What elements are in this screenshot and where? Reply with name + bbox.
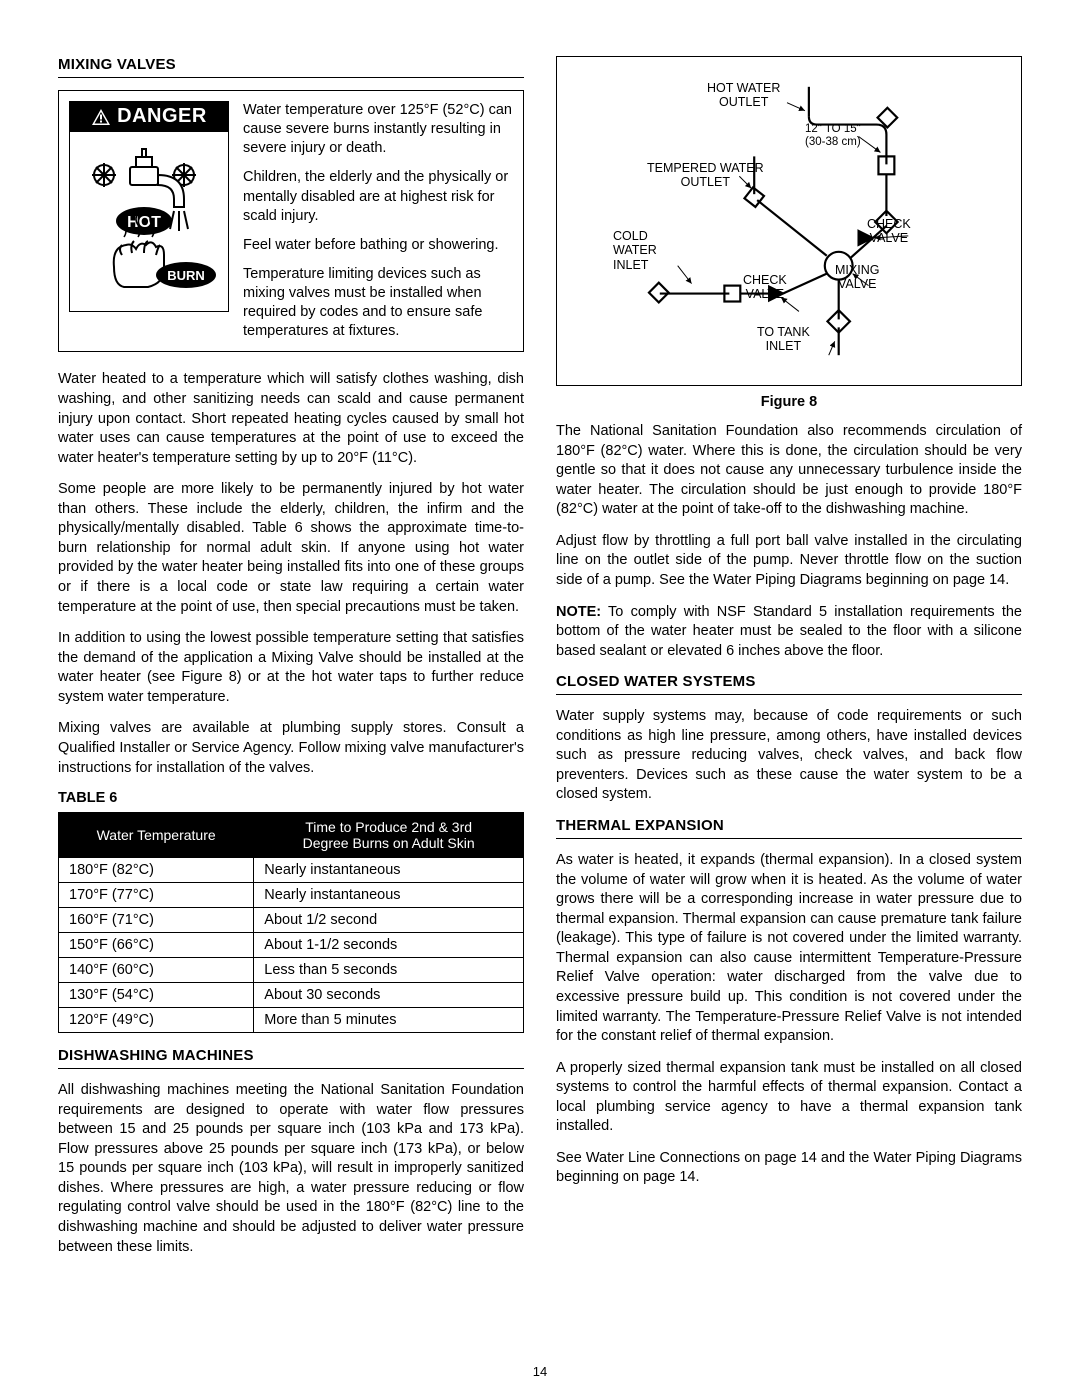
fig-label: CHECK VALVE: [743, 273, 787, 302]
body-paragraph: See Water Line Connections on page 14 an…: [556, 1149, 1022, 1188]
figure-caption: Figure 8: [556, 394, 1022, 410]
table-row: 150°F (66°C)About 1-1/2 seconds: [59, 933, 524, 958]
table-cell: More than 5 minutes: [254, 1008, 524, 1033]
table-cell: About 30 seconds: [254, 983, 524, 1008]
fig-label-line: TEMPERED WATER: [647, 161, 764, 175]
table-header-line: Time to Produce 2nd & 3rd: [305, 819, 472, 835]
danger-para: Children, the elderly and the physically…: [243, 168, 513, 225]
danger-para: Water temperature over 125°F (52°C) can …: [243, 101, 513, 158]
closed-systems-heading: CLOSED WATER SYSTEMS: [556, 673, 1022, 695]
burn-time-table: Water Temperature Time to Produce 2nd & …: [58, 812, 524, 1033]
table-cell: 180°F (82°C): [59, 858, 254, 883]
fig-label-line: WATER: [613, 243, 657, 257]
table-row: 140°F (60°C)Less than 5 seconds: [59, 958, 524, 983]
table-row: 170°F (77°C)Nearly instantaneous: [59, 883, 524, 908]
danger-callout: DANGER: [58, 90, 524, 352]
fig-label-line: VALVE: [870, 231, 908, 245]
fig-label: HOT WATER OUTLET: [707, 81, 780, 110]
note-bold: NOTE:: [556, 604, 601, 620]
fig-label-line: INLET: [766, 339, 801, 353]
body-paragraph: In addition to using the lowest possible…: [58, 629, 524, 707]
fig-label: MIXING VALVE: [835, 263, 879, 292]
fig-label-line: VALVE: [838, 277, 876, 291]
figure-8-box: HOT WATER OUTLET 12" TO 15" (30-38 cm) T…: [556, 56, 1022, 386]
warning-triangle-icon: [91, 108, 111, 126]
danger-para: Temperature limiting devices such as mix…: [243, 265, 513, 342]
burn-label: BURN: [167, 268, 205, 283]
table-cell: 140°F (60°C): [59, 958, 254, 983]
fig-label-line: INLET: [613, 258, 648, 272]
table-cell: 120°F (49°C): [59, 1008, 254, 1033]
fig-label: COLD WATER INLET: [613, 229, 657, 272]
table-cell: Less than 5 seconds: [254, 958, 524, 983]
table-header: Time to Produce 2nd & 3rd Degree Burns o…: [254, 813, 524, 858]
table-cell: Nearly instantaneous: [254, 858, 524, 883]
faucet-hand-icon: HOT: [74, 137, 224, 307]
fig-label-line: TO TANK: [757, 325, 810, 339]
body-paragraph: The National Sanitation Foundation also …: [556, 422, 1022, 520]
fig-label: CHECK VALVE: [867, 217, 911, 246]
fig-label: 12" TO 15" (30-38 cm): [805, 123, 861, 149]
body-paragraph: Water heated to a temperature which will…: [58, 370, 524, 468]
page-number: 14: [0, 1364, 1080, 1379]
fig-label-line: VALVE: [746, 287, 784, 301]
body-paragraph: NOTE: To comply with NSF Standard 5 inst…: [556, 603, 1022, 662]
table-row: 130°F (54°C)About 30 seconds: [59, 983, 524, 1008]
fig-label-line: MIXING: [835, 263, 879, 277]
hot-label: HOT: [127, 214, 161, 231]
fig-label-line: HOT WATER: [707, 81, 780, 95]
body-paragraph: A properly sized thermal expansion tank …: [556, 1059, 1022, 1137]
body-paragraph: Some people are more likely to be perman…: [58, 480, 524, 617]
fig-label-line: OUTLET: [681, 175, 730, 189]
dishwashing-heading: DISHWASHING MACHINES: [58, 1047, 524, 1069]
fig-label-line: (30-38 cm): [805, 136, 861, 148]
table-header: Water Temperature: [59, 813, 254, 858]
mixing-valves-heading: MIXING VALVES: [58, 56, 524, 78]
thermal-expansion-heading: THERMAL EXPANSION: [556, 817, 1022, 839]
table-cell: 130°F (54°C): [59, 983, 254, 1008]
fig-label-line: CHECK: [867, 217, 911, 231]
faucet-burn-illustration: HOT: [69, 132, 229, 312]
danger-para: Feel water before bathing or showering.: [243, 236, 513, 255]
fig-label-line: COLD: [613, 229, 648, 243]
body-paragraph: All dishwashing machines meeting the Nat…: [58, 1081, 524, 1257]
body-paragraph: Adjust flow by throttling a full port ba…: [556, 532, 1022, 591]
fig-label-line: 12" TO 15": [805, 123, 861, 135]
note-text: To comply with NSF Standard 5 installati…: [556, 604, 1022, 659]
fig-label-line: CHECK: [743, 273, 787, 287]
table-cell: About 1-1/2 seconds: [254, 933, 524, 958]
table-row: 160°F (71°C)About 1/2 second: [59, 908, 524, 933]
body-paragraph: As water is heated, it expands (thermal …: [556, 851, 1022, 1047]
fig-label: TO TANK INLET: [757, 325, 810, 354]
body-paragraph: Water supply systems may, because of cod…: [556, 707, 1022, 805]
table-cell: 160°F (71°C): [59, 908, 254, 933]
table-cell: 150°F (66°C): [59, 933, 254, 958]
table-row: 180°F (82°C)Nearly instantaneous: [59, 858, 524, 883]
table-header-line: Degree Burns on Adult Skin: [303, 835, 475, 851]
table-cell: 170°F (77°C): [59, 883, 254, 908]
table-cell: Nearly instantaneous: [254, 883, 524, 908]
fig-label: TEMPERED WATER OUTLET: [647, 161, 764, 190]
danger-word: DANGER: [117, 105, 207, 128]
danger-icon-box: DANGER: [69, 101, 229, 341]
table-cell: About 1/2 second: [254, 908, 524, 933]
body-paragraph: Mixing valves are available at plumbing …: [58, 719, 524, 778]
fig-label-line: OUTLET: [719, 95, 768, 109]
table-row: 120°F (49°C)More than 5 minutes: [59, 1008, 524, 1033]
table-label: TABLE 6: [58, 790, 524, 806]
danger-text: Water temperature over 125°F (52°C) can …: [243, 101, 513, 341]
danger-banner: DANGER: [69, 101, 229, 132]
